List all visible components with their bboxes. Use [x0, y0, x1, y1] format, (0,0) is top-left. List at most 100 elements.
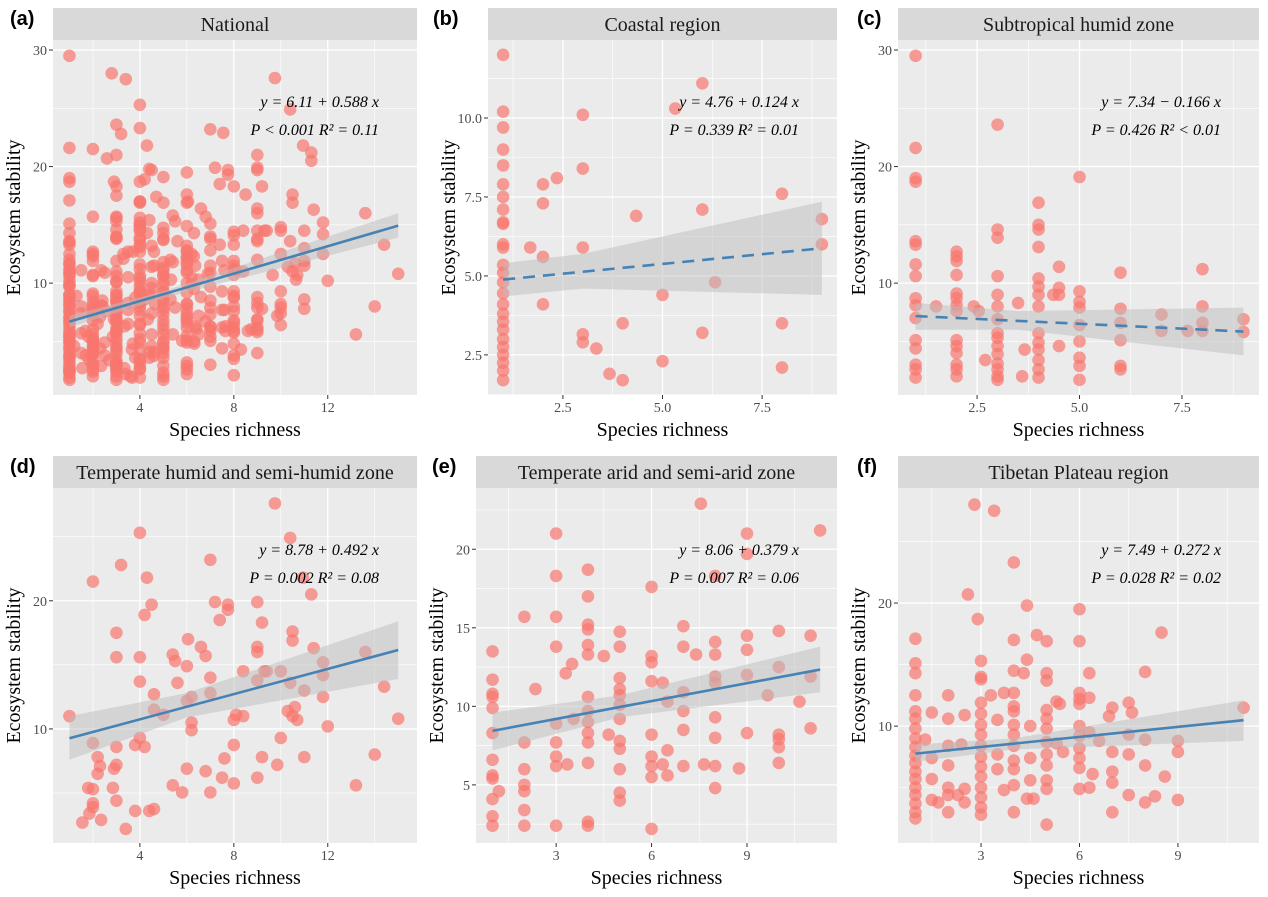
data-point	[1040, 773, 1053, 787]
data-point	[1122, 788, 1136, 802]
data-point	[268, 71, 282, 85]
data-point	[168, 215, 182, 228]
data-point	[227, 738, 241, 752]
data-point	[1017, 666, 1030, 680]
data-point	[997, 686, 1011, 700]
data-point	[974, 791, 988, 804]
data-point	[147, 688, 161, 701]
data-point	[536, 178, 550, 191]
regression-line	[915, 718, 1244, 755]
data-point	[114, 558, 128, 572]
data-point	[925, 772, 939, 786]
y-tick-label: 10	[878, 720, 892, 735]
y-tick-label: 20	[878, 161, 892, 176]
data-point	[645, 759, 658, 773]
x-tick-label: 2.5	[554, 401, 572, 416]
data-point	[1007, 805, 1021, 819]
data-point	[140, 571, 154, 585]
data-point	[668, 102, 682, 115]
data-point	[274, 318, 288, 332]
data-point	[1073, 782, 1086, 796]
data-point	[86, 358, 100, 371]
data-point	[1015, 370, 1029, 383]
data-point	[133, 332, 147, 346]
data-point	[283, 531, 297, 545]
data-point	[974, 781, 988, 794]
panel-label: (a)	[10, 8, 34, 30]
points-layer	[63, 49, 405, 387]
y-axis-title: Ecosystem stability	[848, 139, 870, 295]
data-point	[645, 770, 658, 784]
data-point	[133, 262, 147, 276]
confidence-band	[492, 646, 821, 751]
data-point	[1155, 626, 1168, 639]
data-point	[199, 649, 212, 663]
x-tick-label: 6	[1076, 849, 1083, 864]
data-point	[909, 269, 922, 283]
data-point	[110, 335, 123, 348]
data-point	[204, 553, 217, 567]
data-point	[157, 233, 170, 247]
data-point	[1148, 789, 1162, 803]
data-point	[110, 794, 123, 808]
data-point	[496, 159, 510, 172]
data-point	[1032, 223, 1045, 236]
data-point	[204, 301, 217, 314]
data-point	[602, 728, 615, 741]
data-point	[616, 317, 629, 330]
data-point	[296, 139, 310, 152]
data-point	[114, 127, 128, 141]
data-point	[1040, 722, 1053, 735]
data-point	[1018, 343, 1031, 356]
y-tick-label: 10	[33, 277, 47, 292]
data-point	[145, 239, 158, 253]
data-point	[147, 802, 161, 816]
data-point	[549, 750, 563, 763]
data-point	[157, 342, 170, 355]
x-axis-title: Species richness	[591, 867, 723, 889]
y-tick-label: 10.0	[458, 112, 483, 127]
points-layer	[496, 48, 829, 387]
data-point	[909, 712, 922, 726]
data-point	[251, 314, 264, 327]
data-point	[740, 629, 754, 642]
data-point	[251, 346, 264, 360]
data-point	[145, 260, 158, 274]
x-tick-label: 3	[978, 849, 985, 864]
data-point	[1023, 773, 1037, 787]
data-point	[697, 758, 711, 771]
data-point	[128, 804, 142, 818]
panel-label: (d)	[10, 456, 36, 478]
points-layer	[909, 49, 1250, 387]
data-point	[166, 328, 180, 341]
data-point	[496, 203, 510, 216]
data-point	[740, 547, 754, 561]
data-point	[321, 274, 335, 288]
data-point	[133, 245, 147, 258]
data-point	[349, 779, 363, 792]
data-point	[260, 224, 274, 237]
data-point	[793, 695, 806, 708]
data-point	[677, 723, 690, 737]
data-point	[909, 657, 922, 670]
data-point	[909, 666, 922, 680]
data-point	[581, 623, 595, 636]
data-point	[486, 645, 499, 658]
data-point	[1073, 697, 1086, 711]
data-point	[909, 258, 922, 271]
data-point	[187, 250, 201, 263]
x-tick-label: 8	[230, 401, 237, 416]
data-point	[813, 524, 827, 537]
regression-stats: P = 0.339 R² = 0.01	[668, 122, 799, 139]
data-point	[536, 298, 550, 311]
data-point	[1007, 705, 1021, 718]
data-point	[909, 812, 922, 825]
data-point	[1138, 665, 1152, 679]
data-point	[677, 619, 690, 633]
data-point	[1040, 782, 1053, 796]
data-point	[133, 352, 147, 366]
data-point	[1027, 792, 1040, 806]
data-point	[590, 342, 603, 355]
data-point	[1138, 796, 1152, 809]
data-point	[613, 671, 627, 685]
